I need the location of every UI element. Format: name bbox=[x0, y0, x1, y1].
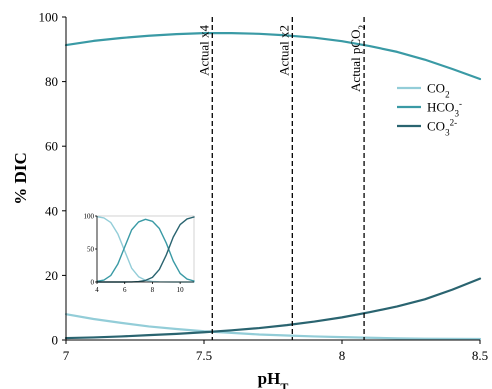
reference-line-label-3: Actual pCO2 bbox=[348, 25, 367, 92]
y-tick-label: 80 bbox=[45, 74, 58, 89]
legend-label-subscript: 2 bbox=[445, 90, 450, 100]
legend-label-superscript: - bbox=[459, 99, 462, 109]
reference-line-label-text: Actual x4 bbox=[196, 25, 211, 76]
legend-label-co2: CO2 bbox=[427, 81, 450, 100]
legend-label-base: HCO bbox=[427, 100, 454, 115]
reference-line-label-text: Actual pCO bbox=[348, 30, 363, 92]
series-line-co2 bbox=[64, 313, 482, 341]
inset-y-tick-label: 0 bbox=[91, 279, 95, 287]
reference-line-label-2: Actual x2 bbox=[276, 25, 291, 76]
series-line-co3 bbox=[64, 277, 482, 340]
reference-line-label-subscript: 2 bbox=[357, 25, 367, 30]
series-line-hco3 bbox=[64, 32, 482, 81]
main-plot: Actual x4 Actual x2 Actual pCO202040608010… bbox=[11, 10, 488, 389]
y-tick-label: 0 bbox=[52, 333, 59, 348]
y-tick-label: 20 bbox=[45, 268, 58, 283]
y-axis-title: % DIC bbox=[11, 152, 30, 204]
legend-label-subscript: 3 bbox=[445, 128, 450, 138]
inset-x-tick-label: 4 bbox=[95, 286, 99, 294]
y-tick-label: 60 bbox=[45, 139, 58, 154]
x-axis-title-text: pH bbox=[258, 369, 281, 388]
x-tick-label: 8.5 bbox=[472, 348, 488, 363]
inset-y-tick-label: 50 bbox=[87, 246, 95, 254]
inset-plot: 0 50 100 4 6 8 10 bbox=[84, 213, 195, 294]
reference-line-label-text: Actual x2 bbox=[276, 25, 291, 76]
legend-label-base: CO bbox=[427, 119, 445, 134]
legend-label-base: CO bbox=[427, 81, 445, 96]
x-tick-label: 7 bbox=[63, 348, 70, 363]
inset-x-tick-label: 8 bbox=[151, 286, 155, 294]
inset-y-tick-label: 100 bbox=[84, 213, 95, 221]
x-axis-title: pHT bbox=[258, 369, 289, 389]
legend-label-co3: CO32- bbox=[427, 118, 457, 138]
legend-label-superscript: 2- bbox=[450, 118, 458, 128]
inset-series-line-hco3 bbox=[96, 218, 195, 283]
y-tick-label: 100 bbox=[39, 10, 59, 25]
inset-x-tick-label: 6 bbox=[123, 286, 127, 294]
legend-label-subscript: 3 bbox=[454, 109, 459, 119]
x-tick-label: 8 bbox=[339, 348, 346, 363]
reference-line-label-1: Actual x4 bbox=[196, 25, 211, 76]
inset-x-tick-label: 10 bbox=[177, 286, 185, 294]
x-axis-title-subscript: T bbox=[280, 380, 288, 389]
y-tick-label: 40 bbox=[45, 203, 58, 218]
x-tick-label: 7.5 bbox=[196, 348, 212, 363]
legend-label-hco3: HCO3- bbox=[427, 99, 462, 119]
